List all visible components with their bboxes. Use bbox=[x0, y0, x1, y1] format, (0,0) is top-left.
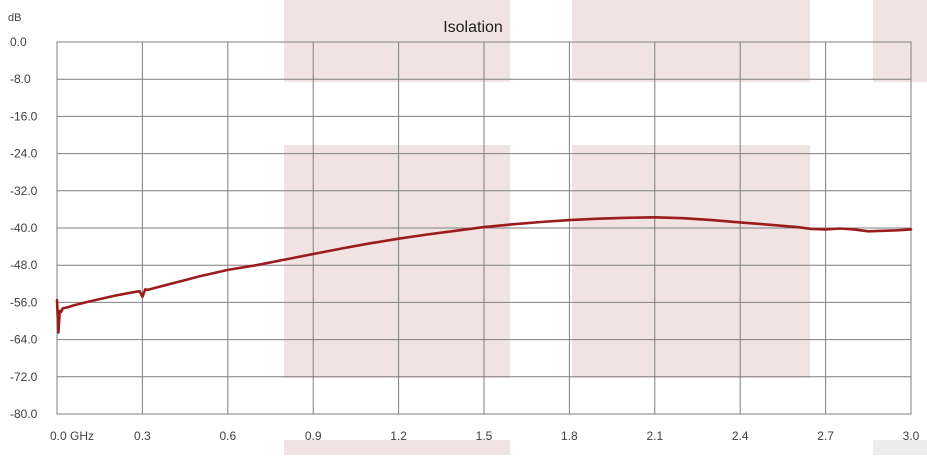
x-tick-label: 3.0 bbox=[903, 429, 920, 443]
y-tick-label: -56.0 bbox=[10, 295, 38, 309]
watermark-block-4 bbox=[572, 145, 810, 378]
x-tick-label: 0.3 bbox=[134, 429, 151, 443]
tick-labels: 0.0 -8.0 -16.0 -24.0 -32.0 -40.0 -48.0 -56.0 -64… bbox=[10, 35, 920, 443]
y-tick-label: 0.0 bbox=[10, 35, 27, 49]
y-tick-label: -8.0 bbox=[10, 72, 31, 86]
y-tick-label: -32.0 bbox=[10, 184, 38, 198]
y-tick-label: -80.0 bbox=[10, 407, 38, 421]
watermark-block-3 bbox=[284, 145, 510, 378]
x-tick-label: 1.2 bbox=[390, 429, 407, 443]
x-tick-label: 0.6 bbox=[219, 429, 236, 443]
x-tick-label: 2.4 bbox=[732, 429, 749, 443]
y-tick-label: -48.0 bbox=[10, 258, 38, 272]
y-tick-label: -40.0 bbox=[10, 221, 38, 235]
plot-frame bbox=[56, 41, 912, 415]
y-tick-label: -72.0 bbox=[10, 370, 38, 384]
chart-title: Isolation bbox=[443, 19, 503, 36]
y-axis-unit: dB bbox=[8, 12, 21, 24]
x-tick-label: 0.0 bbox=[50, 429, 67, 443]
y-tick-label: -64.0 bbox=[10, 333, 38, 347]
x-tick-label: 2.1 bbox=[646, 429, 663, 443]
y-tick-label: -24.0 bbox=[10, 147, 38, 161]
series bbox=[55, 216, 913, 334]
watermark-block-2 bbox=[873, 0, 927, 82]
x-axis-unit: GHz bbox=[70, 429, 94, 443]
grid bbox=[56, 41, 912, 415]
x-tick-label: 2.7 bbox=[817, 429, 834, 443]
x-tick-label: 1.8 bbox=[561, 429, 578, 443]
x-tick-label: 1.5 bbox=[476, 429, 493, 443]
watermark-block-1 bbox=[572, 0, 810, 82]
watermark-block-0 bbox=[284, 0, 510, 82]
y-tick-label: -16.0 bbox=[10, 109, 38, 123]
watermark-block-6 bbox=[873, 440, 927, 455]
series-line-0 bbox=[55, 216, 913, 334]
x-tick-label: 0.9 bbox=[305, 429, 322, 443]
watermark-block-5 bbox=[284, 440, 510, 455]
